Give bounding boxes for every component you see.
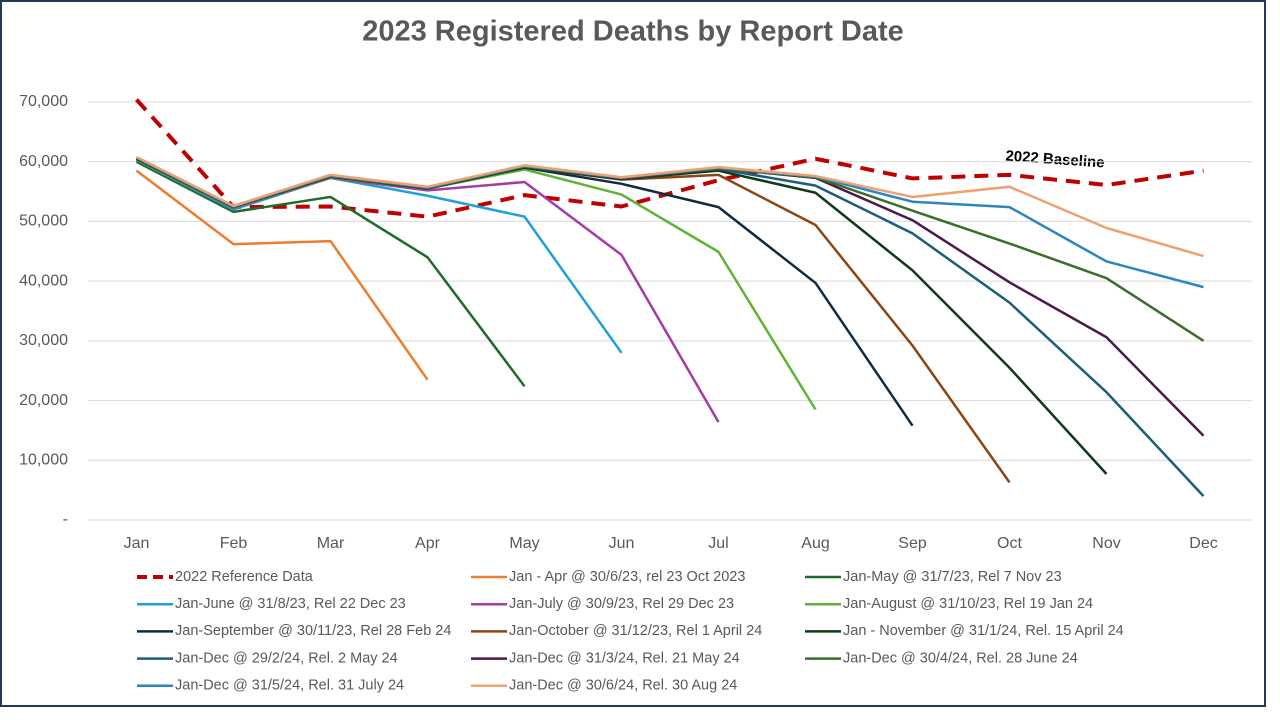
legend-label: Jan-Dec @ 31/3/24, Rel. 21 May 24: [509, 650, 740, 666]
y-tick-label: 60,000: [19, 153, 68, 170]
y-tick-label: 40,000: [19, 272, 68, 289]
legend-label: Jan-August @ 31/10/23, Rel 19 Jan 24: [843, 596, 1093, 612]
legend-label: Jan-July @ 30/9/23, Rel 29 Dec 23: [509, 596, 734, 612]
x-tick-label: Sep: [898, 535, 927, 552]
legend-label: 2022 Reference Data: [175, 569, 314, 585]
chart-title: 2023 Registered Deaths by Report Date: [362, 16, 904, 48]
x-tick-label: Feb: [220, 535, 248, 552]
legend-label: Jan-Dec @ 31/5/24, Rel. 31 July 24: [175, 678, 404, 694]
series-line: [135, 169, 429, 381]
annotation: 2022 Baseline: [1005, 148, 1105, 172]
legend-label: Jan-September @ 30/11/23, Rel 28 Feb 24: [175, 623, 451, 639]
x-tick-label: Jan: [124, 535, 150, 552]
series-line: [135, 160, 526, 387]
x-tick-label: Jul: [708, 535, 728, 552]
x-tick-label: Mar: [317, 535, 345, 552]
x-tick-label: Oct: [997, 535, 1022, 552]
y-tick-label: 30,000: [19, 332, 68, 349]
legend-label: Jan-May @ 31/7/23, Rel 7 Nov 23: [843, 569, 1062, 585]
legend-label: Jan-Dec @ 29/2/24, Rel. 2 May 24: [175, 650, 398, 666]
x-tick-label: Dec: [1189, 535, 1217, 552]
frame: [0, 0, 1266, 707]
x-tick-label: Nov: [1092, 535, 1120, 552]
y-tick-label: -: [63, 511, 68, 528]
legend-label: Jan-Dec @ 30/6/24, Rel. 30 Aug 24: [509, 678, 737, 694]
y-tick-label: 50,000: [19, 213, 68, 230]
y-tick-label: 20,000: [19, 392, 68, 409]
legend-label: Jan - Apr @ 30/6/23, rel 23 Oct 2023: [509, 569, 745, 585]
x-tick-label: Aug: [801, 535, 829, 552]
y-tick-label: 70,000: [19, 93, 68, 110]
y-tick-label: 10,000: [19, 452, 68, 469]
x-tick-label: Apr: [415, 535, 441, 552]
legend-label: Jan-Dec @ 30/4/24, Rel. 28 June 24: [843, 650, 1078, 666]
x-tick-label: Jun: [609, 535, 635, 552]
series-line: [135, 155, 1204, 258]
series-line: [135, 98, 1204, 219]
legend-label: Jan-October @ 31/12/23, Rel 1 April 24: [509, 623, 762, 639]
x-tick-label: May: [509, 535, 539, 552]
legend-label: Jan-June @ 31/8/23, Rel 22 Dec 23: [175, 596, 406, 612]
legend-label: Jan - November @ 31/1/24, Rel. 15 April …: [843, 623, 1124, 639]
